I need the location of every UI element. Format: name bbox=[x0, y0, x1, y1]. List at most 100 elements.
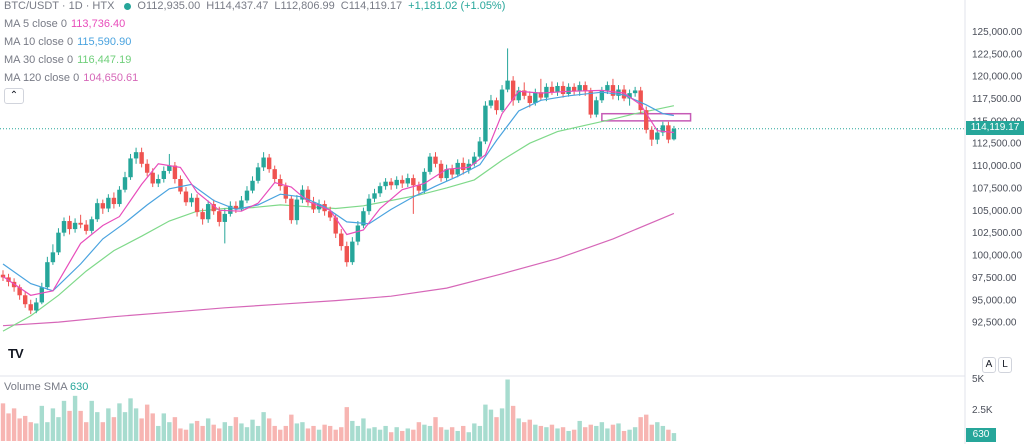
candle-body bbox=[350, 241, 355, 263]
volume-bar bbox=[0, 403, 6, 441]
volume-bar bbox=[505, 379, 510, 441]
auto-scale-button[interactable]: A bbox=[982, 357, 996, 373]
candle-body bbox=[355, 225, 361, 242]
volume-bar bbox=[605, 428, 610, 441]
legend-ma30[interactable]: MA 30 close 0 116,447.19 bbox=[4, 54, 131, 66]
candle-body bbox=[488, 100, 494, 106]
candle-body bbox=[427, 156, 433, 172]
candle-body bbox=[522, 90, 527, 96]
volume-bar bbox=[438, 427, 444, 441]
volume-bar bbox=[627, 429, 632, 441]
volume-bar bbox=[599, 422, 605, 441]
legend-ma120[interactable]: MA 120 close 0 104,650.61 bbox=[4, 72, 138, 84]
volume-bar bbox=[172, 417, 178, 441]
candle-body bbox=[183, 191, 189, 203]
volume-tick-label: 2.5K bbox=[972, 405, 993, 416]
candle-body bbox=[194, 197, 200, 213]
volume-bar bbox=[266, 418, 272, 441]
candle-body bbox=[538, 92, 544, 98]
volume-bar bbox=[194, 420, 200, 441]
candle-body bbox=[422, 171, 427, 191]
volume-bar bbox=[6, 413, 11, 441]
volume-bar bbox=[327, 425, 333, 441]
candles bbox=[0, 48, 677, 315]
volume-bar bbox=[167, 422, 172, 441]
candle-body bbox=[361, 211, 366, 226]
legend-ma5[interactable]: MA 5 close 0 113,736.40 bbox=[4, 18, 125, 30]
volume-bar bbox=[671, 433, 677, 441]
legend-ma10[interactable]: MA 10 close 0 115,590.90 bbox=[4, 36, 131, 48]
candle-body bbox=[217, 211, 222, 222]
price-tick-label: 92,500.00 bbox=[972, 318, 1017, 329]
volume-bar bbox=[67, 410, 72, 441]
volume-bar bbox=[233, 417, 239, 441]
candle-body bbox=[72, 222, 78, 230]
volume-bar bbox=[427, 425, 433, 441]
candle-body bbox=[205, 204, 211, 220]
price-tick-label: 112,500.00 bbox=[972, 139, 1022, 150]
symbol-title: BTC/USDT · 1D · HTX bbox=[4, 0, 115, 12]
volume-bar bbox=[655, 422, 660, 441]
volume-tick-label: 5K bbox=[972, 374, 985, 385]
volume-bar bbox=[483, 404, 488, 441]
volume-bar bbox=[388, 432, 394, 441]
ma10-line-group bbox=[2, 91, 674, 292]
candle-body bbox=[89, 219, 94, 231]
volume-bar bbox=[278, 429, 283, 441]
volume-bar bbox=[305, 428, 311, 441]
volume-bar bbox=[522, 422, 527, 441]
candle-body bbox=[100, 203, 106, 209]
candle-body bbox=[56, 232, 61, 253]
legend-ma10-label: MA 10 close 0 bbox=[4, 36, 74, 48]
candle-body bbox=[560, 85, 566, 95]
volume-bar bbox=[178, 428, 183, 441]
volume-bar bbox=[222, 422, 227, 441]
volume-bar bbox=[472, 423, 477, 441]
tradingview-logo[interactable]: TV bbox=[8, 346, 24, 361]
candle-body bbox=[621, 89, 627, 99]
volume-bar bbox=[571, 429, 577, 441]
volume-bar bbox=[416, 422, 422, 441]
candle-body bbox=[533, 92, 538, 103]
candle-body bbox=[333, 217, 338, 234]
candle-body bbox=[117, 189, 122, 205]
volume-legend[interactable]: Volume SMA 630 bbox=[4, 381, 88, 393]
legend-ma5-label: MA 5 close 0 bbox=[4, 18, 67, 30]
candle-body bbox=[644, 110, 649, 130]
volume-bar bbox=[405, 428, 410, 441]
candle-body bbox=[655, 132, 660, 140]
volume-bar bbox=[549, 424, 555, 441]
volume-bar bbox=[394, 427, 399, 441]
volume-bar bbox=[533, 424, 538, 441]
candle-body bbox=[67, 221, 72, 230]
legend-ma5-value: 113,736.40 bbox=[70, 18, 126, 30]
volume-bar bbox=[644, 414, 649, 441]
candle-body bbox=[483, 105, 488, 142]
volume-title: Volume SMA bbox=[4, 381, 67, 393]
collapse-legend-button[interactable]: ⌃ bbox=[4, 88, 24, 104]
candle-body bbox=[144, 163, 150, 173]
volume-bar bbox=[250, 419, 255, 441]
volume-bar bbox=[499, 408, 505, 441]
price-tick-label: 122,500.00 bbox=[972, 49, 1022, 60]
candle-body bbox=[17, 287, 22, 296]
legend-ma30-value: 116,447.19 bbox=[77, 54, 132, 66]
candle-body bbox=[50, 252, 56, 263]
candle-body bbox=[122, 177, 128, 190]
candle-body bbox=[344, 246, 349, 263]
volume-bar bbox=[660, 425, 666, 441]
candle-body bbox=[632, 90, 638, 94]
candle-body bbox=[594, 100, 599, 115]
volume-bar bbox=[83, 422, 89, 441]
volume-bar bbox=[239, 423, 244, 441]
candle-body bbox=[366, 198, 372, 212]
candle-body bbox=[139, 152, 144, 164]
ma5-line-group bbox=[2, 89, 674, 296]
candle-body bbox=[377, 186, 383, 194]
candle-body bbox=[438, 163, 444, 179]
log-scale-button[interactable]: L bbox=[998, 357, 1012, 373]
candle-body bbox=[228, 205, 233, 214]
candle-body bbox=[494, 100, 499, 111]
volume-bar bbox=[50, 408, 56, 441]
